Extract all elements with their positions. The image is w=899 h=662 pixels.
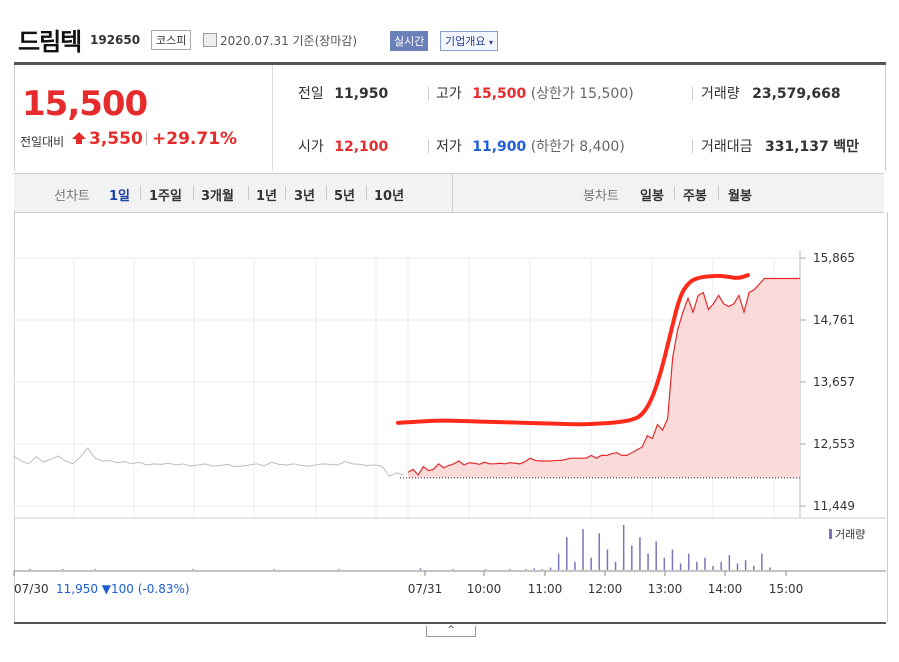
prev-day-price-label: 11,950 ▼100 (-0.83%): [56, 582, 190, 596]
tab-1day[interactable]: 1일: [109, 189, 131, 204]
low-label: 저가: [436, 139, 462, 155]
open-price: 시가 12,100: [298, 136, 388, 156]
upper-limit: (상한가 15,500): [530, 86, 634, 102]
tab-1week[interactable]: 1주일: [149, 189, 182, 204]
y-tick-label: 11,449: [813, 499, 855, 513]
divider: [326, 186, 327, 200]
high-value: 15,500: [472, 86, 527, 102]
divider: [366, 186, 367, 200]
divider: [674, 186, 675, 200]
realtime-button[interactable]: 실시간: [390, 31, 429, 51]
x-tick-label: 07/31: [408, 582, 443, 596]
divider: [193, 186, 194, 200]
divider: [140, 186, 141, 200]
volume-value: 23,579,668: [752, 86, 841, 102]
header-divider: [14, 62, 886, 65]
tab-3month[interactable]: 3개월: [201, 189, 234, 204]
tab-5year[interactable]: 5년: [334, 189, 356, 204]
tab-monthly-candle[interactable]: 월봉: [728, 189, 752, 204]
x-tick-label: 12:00: [588, 582, 623, 596]
chart-tab-bar: [14, 173, 884, 213]
y-tick-label: 12,553: [813, 437, 855, 451]
tab-weekly-candle[interactable]: 주봉: [683, 189, 707, 204]
amount-value: 331,137: [764, 139, 829, 155]
change-label: 전일대비: [20, 135, 65, 149]
hand-drawn-annotation: [396, 273, 750, 427]
y-tick-label: 13,657: [813, 375, 855, 389]
lower-limit: (하한가 8,400): [530, 139, 625, 155]
divider: [285, 186, 286, 200]
prev-close-label: 전일: [298, 86, 324, 102]
company-info-label: 기업개요: [445, 35, 486, 48]
amount-summary: 거래대금 331,137 백만: [701, 136, 859, 156]
x-tick-label: 10:00: [467, 582, 502, 596]
volume-label: 거래량: [701, 86, 740, 102]
divider: [146, 131, 147, 145]
x-tick-label: 11:00: [528, 582, 563, 596]
line-chart-label: 선차트: [54, 189, 90, 204]
stock-code: 192650: [90, 33, 141, 47]
divider: [248, 186, 249, 200]
price-cell: [14, 65, 273, 171]
change-percent: +29.71%: [152, 129, 238, 149]
prev-day-series-line: [13, 447, 405, 477]
change-value: 3,550: [89, 129, 143, 149]
collapse-button[interactable]: ^: [426, 626, 476, 637]
summary-box: [14, 65, 886, 171]
today-series-line: [407, 277, 800, 477]
today-series-area: [408, 278, 800, 478]
prev-close-value: 11,950: [334, 86, 389, 102]
high-label: 고가: [436, 86, 462, 102]
market-badge: 코스피: [151, 30, 192, 50]
high-price: 고가 15,500 (상한가 15,500): [436, 83, 634, 103]
y-tick-label: 15,865: [813, 251, 855, 265]
prev-day-date-label: 07/30: [14, 582, 49, 596]
amount-unit: 백만: [833, 139, 859, 155]
up-arrow-icon: [72, 132, 86, 144]
divider: [718, 186, 719, 200]
candle-chart-label: 봉차트: [583, 189, 619, 204]
tab-group-divider: [452, 173, 453, 212]
tab-daily-candle[interactable]: 일봉: [640, 189, 664, 204]
divider: [692, 140, 693, 153]
open-value: 12,100: [334, 139, 389, 155]
chart-bottom-divider: [14, 622, 886, 624]
base-date: 2020.07.31 기준(장마감): [220, 34, 358, 48]
chevron-down-icon: ▾: [488, 38, 493, 47]
x-tick-label: 13:00: [648, 582, 683, 596]
tab-3year[interactable]: 3년: [294, 189, 316, 204]
divider: [428, 87, 429, 100]
chevron-up-icon: ^: [447, 625, 455, 635]
low-value: 11,900: [472, 139, 527, 155]
divider: [428, 140, 429, 153]
low-price: 저가 11,900 (하한가 8,400): [436, 136, 625, 156]
volume-legend-label: 거래량: [835, 528, 865, 541]
volume-summary: 거래량 23,579,668: [701, 83, 841, 103]
divider: [692, 87, 693, 100]
tab-10year[interactable]: 10년: [374, 189, 405, 204]
y-tick-label: 14,761: [813, 313, 855, 327]
company-info-dropdown[interactable]: 기업개요 ▾: [440, 31, 498, 51]
stock-name: 드림텍: [18, 28, 82, 56]
amount-label: 거래대금: [701, 139, 753, 155]
x-tick-label: 14:00: [708, 582, 743, 596]
tab-1year[interactable]: 1년: [256, 189, 278, 204]
calendar-icon: [203, 33, 217, 47]
current-price: 15,500: [22, 84, 148, 124]
x-tick-label: 15:00: [769, 582, 804, 596]
volume-legend-swatch: [829, 529, 832, 539]
open-label: 시가: [298, 139, 324, 155]
prev-close: 전일 11,950: [298, 83, 388, 103]
